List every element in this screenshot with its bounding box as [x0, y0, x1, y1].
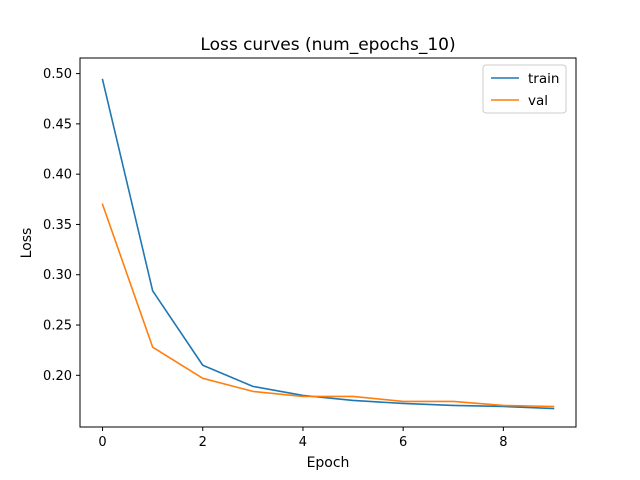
- x-axis-label: Epoch: [307, 455, 350, 471]
- legend-label-train: train: [528, 71, 559, 87]
- y-tick-label: 0.35: [43, 218, 72, 233]
- y-tick-label: 0.20: [43, 369, 72, 384]
- x-tick-label: 4: [299, 435, 307, 450]
- y-tick-label: 0.45: [43, 117, 72, 132]
- y-axis-label: Loss: [19, 228, 35, 259]
- legend-box: [482, 64, 567, 114]
- x-tick-label: 6: [399, 435, 407, 450]
- plot-area: [101, 78, 555, 410]
- series-line-val: [101, 203, 555, 408]
- x-tick-label: 2: [199, 435, 207, 450]
- x-tick-label: 0: [98, 435, 106, 450]
- y-axis: 0.20 0.25 0.30 0.35 0.40 0.45 0.50: [43, 67, 80, 384]
- y-tick-label: 0.25: [43, 319, 72, 334]
- x-tick-label: 8: [499, 435, 507, 450]
- plot-frame: [79, 57, 577, 428]
- series-line-train: [101, 78, 555, 410]
- legend: train val: [482, 64, 567, 114]
- x-axis: 0 2 4 6 8: [98, 427, 507, 450]
- chart-title: Loss curves (num_epochs_10): [200, 35, 455, 55]
- y-tick-label: 0.30: [43, 268, 72, 283]
- legend-label-val: val: [528, 93, 548, 109]
- y-tick-label: 0.40: [43, 168, 72, 183]
- y-tick-label: 0.50: [43, 67, 72, 82]
